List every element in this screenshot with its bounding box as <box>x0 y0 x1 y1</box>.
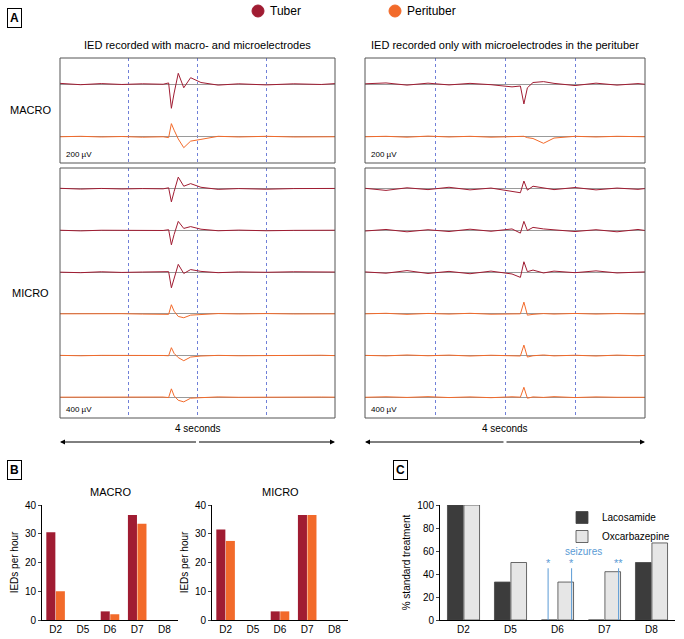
svg-text:400 µV: 400 µV <box>371 405 397 414</box>
svg-text:MICRO: MICRO <box>262 486 299 498</box>
svg-text:MACRO: MACRO <box>10 104 51 116</box>
svg-text:MACRO: MACRO <box>90 486 131 498</box>
svg-text:0: 0 <box>428 615 434 626</box>
svg-text:D7: D7 <box>301 624 314 635</box>
svg-text:Perituber: Perituber <box>407 4 456 18</box>
svg-text:20: 20 <box>423 592 435 603</box>
svg-text:D2: D2 <box>49 624 62 635</box>
svg-text:30: 30 <box>25 528 37 539</box>
svg-text:D5: D5 <box>246 624 259 635</box>
svg-text:B: B <box>10 463 19 477</box>
svg-text:D7: D7 <box>131 624 144 635</box>
svg-text:40: 40 <box>423 569 435 580</box>
svg-text:D8: D8 <box>645 624 658 635</box>
svg-text:D7: D7 <box>598 624 611 635</box>
svg-text:10: 10 <box>195 586 207 597</box>
svg-text:D8: D8 <box>328 624 341 635</box>
svg-text:D6: D6 <box>551 624 564 635</box>
svg-text:10: 10 <box>25 586 37 597</box>
svg-text:40: 40 <box>25 500 37 511</box>
svg-text:40: 40 <box>195 500 207 511</box>
svg-text:IEDs per hour: IEDs per hour <box>179 531 190 593</box>
svg-text:C: C <box>396 463 405 477</box>
svg-text:IED recorded only with microel: IED recorded only with microelectrodes i… <box>371 39 639 51</box>
svg-text:D2: D2 <box>219 624 232 635</box>
svg-text:seizures: seizures <box>565 546 602 557</box>
svg-text:IEDs per hour: IEDs per hour <box>9 531 20 593</box>
svg-text:D8: D8 <box>158 624 171 635</box>
svg-text:200 µV: 200 µV <box>371 150 397 159</box>
svg-text:60: 60 <box>423 546 435 557</box>
svg-text:A: A <box>10 11 19 25</box>
svg-text:30: 30 <box>195 528 207 539</box>
svg-text:% standard treatment: % standard treatment <box>401 514 412 610</box>
svg-text:*: * <box>546 557 551 569</box>
svg-text:D5: D5 <box>76 624 89 635</box>
svg-text:Oxcarbazepine: Oxcarbazepine <box>602 531 670 542</box>
svg-text:D2: D2 <box>457 624 470 635</box>
svg-text:0: 0 <box>30 615 36 626</box>
svg-text:D5: D5 <box>504 624 517 635</box>
svg-text:4 seconds: 4 seconds <box>482 423 528 434</box>
svg-text:Tuber: Tuber <box>270 4 301 18</box>
svg-text:*: * <box>569 557 574 569</box>
svg-text:20: 20 <box>195 557 207 568</box>
svg-text:20: 20 <box>25 557 37 568</box>
svg-text:**: ** <box>614 557 623 569</box>
svg-text:200 µV: 200 µV <box>66 150 92 159</box>
svg-text:D6: D6 <box>104 624 117 635</box>
svg-text:MICRO: MICRO <box>12 287 49 299</box>
svg-text:80: 80 <box>423 523 435 534</box>
svg-text:400 µV: 400 µV <box>66 405 92 414</box>
svg-text:4 seconds: 4 seconds <box>175 423 221 434</box>
svg-text:100: 100 <box>417 500 434 511</box>
svg-text:Lacosamide: Lacosamide <box>602 512 656 523</box>
svg-text:D6: D6 <box>274 624 287 635</box>
svg-text:IED recorded with macro- and m: IED recorded with macro- and microelectr… <box>84 39 311 51</box>
svg-text:0: 0 <box>200 615 206 626</box>
